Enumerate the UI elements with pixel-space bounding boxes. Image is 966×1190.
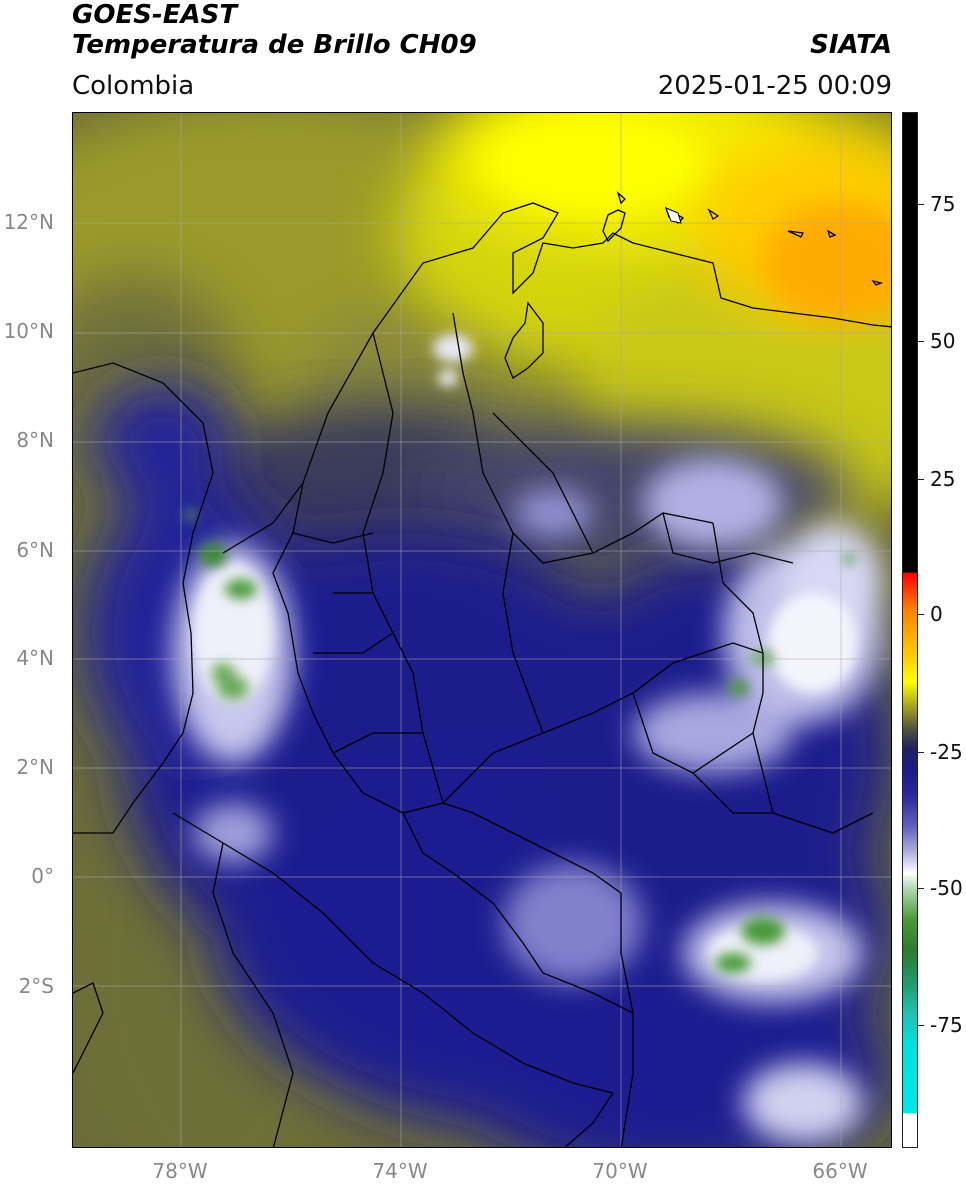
graticule bbox=[73, 113, 891, 1147]
lat-label-2n: 2°N bbox=[16, 755, 54, 779]
colorbar-tick bbox=[918, 1025, 924, 1026]
lat-label-6n: 6°N bbox=[16, 538, 54, 562]
organization-title: SIATA bbox=[810, 30, 892, 60]
colorbar-label-75: 75 bbox=[930, 192, 956, 216]
colorbar-label-0: 0 bbox=[930, 602, 943, 626]
colorbar bbox=[902, 112, 918, 1148]
colorbar-tick bbox=[918, 341, 924, 342]
colorbar-label-25: 25 bbox=[930, 467, 956, 491]
colorbar-label-minus25: -25 bbox=[930, 740, 963, 764]
lon-label-70w: 70°W bbox=[592, 1159, 648, 1183]
colorbar-label-minus50: -50 bbox=[930, 876, 963, 900]
colorbar-tick bbox=[918, 888, 924, 889]
lon-label-66w: 66°W bbox=[812, 1159, 868, 1183]
islands bbox=[665, 207, 682, 224]
datetime-label: 2025-01-25 00:09 bbox=[657, 71, 892, 101]
green-cold-tops bbox=[184, 511, 855, 973]
lat-label-12n: 12°N bbox=[3, 210, 54, 234]
colorbar-label-50: 50 bbox=[930, 329, 956, 353]
lat-label-8n: 8°N bbox=[16, 428, 54, 452]
colorbar-label-minus75: -75 bbox=[930, 1013, 963, 1037]
colorbar-tick bbox=[918, 479, 924, 480]
lat-label-2s: 2°S bbox=[18, 974, 54, 998]
product-title: Temperatura de Brillo CH09 bbox=[72, 30, 477, 60]
colorbar-tick bbox=[918, 614, 924, 615]
colorbar-tick bbox=[918, 204, 924, 205]
lon-label-78w: 78°W bbox=[152, 1159, 208, 1183]
colorbar-tick bbox=[918, 752, 924, 753]
borders-coastlines bbox=[73, 191, 891, 1147]
lat-label-10n: 10°N bbox=[3, 319, 54, 343]
lon-label-74w: 74°W bbox=[372, 1159, 428, 1183]
satellite-title: GOES-EAST bbox=[72, 0, 238, 30]
lat-label-0: 0° bbox=[31, 864, 54, 888]
region-label: Colombia bbox=[72, 71, 195, 101]
satellite-map bbox=[72, 112, 892, 1148]
lat-label-4n: 4°N bbox=[16, 646, 54, 670]
